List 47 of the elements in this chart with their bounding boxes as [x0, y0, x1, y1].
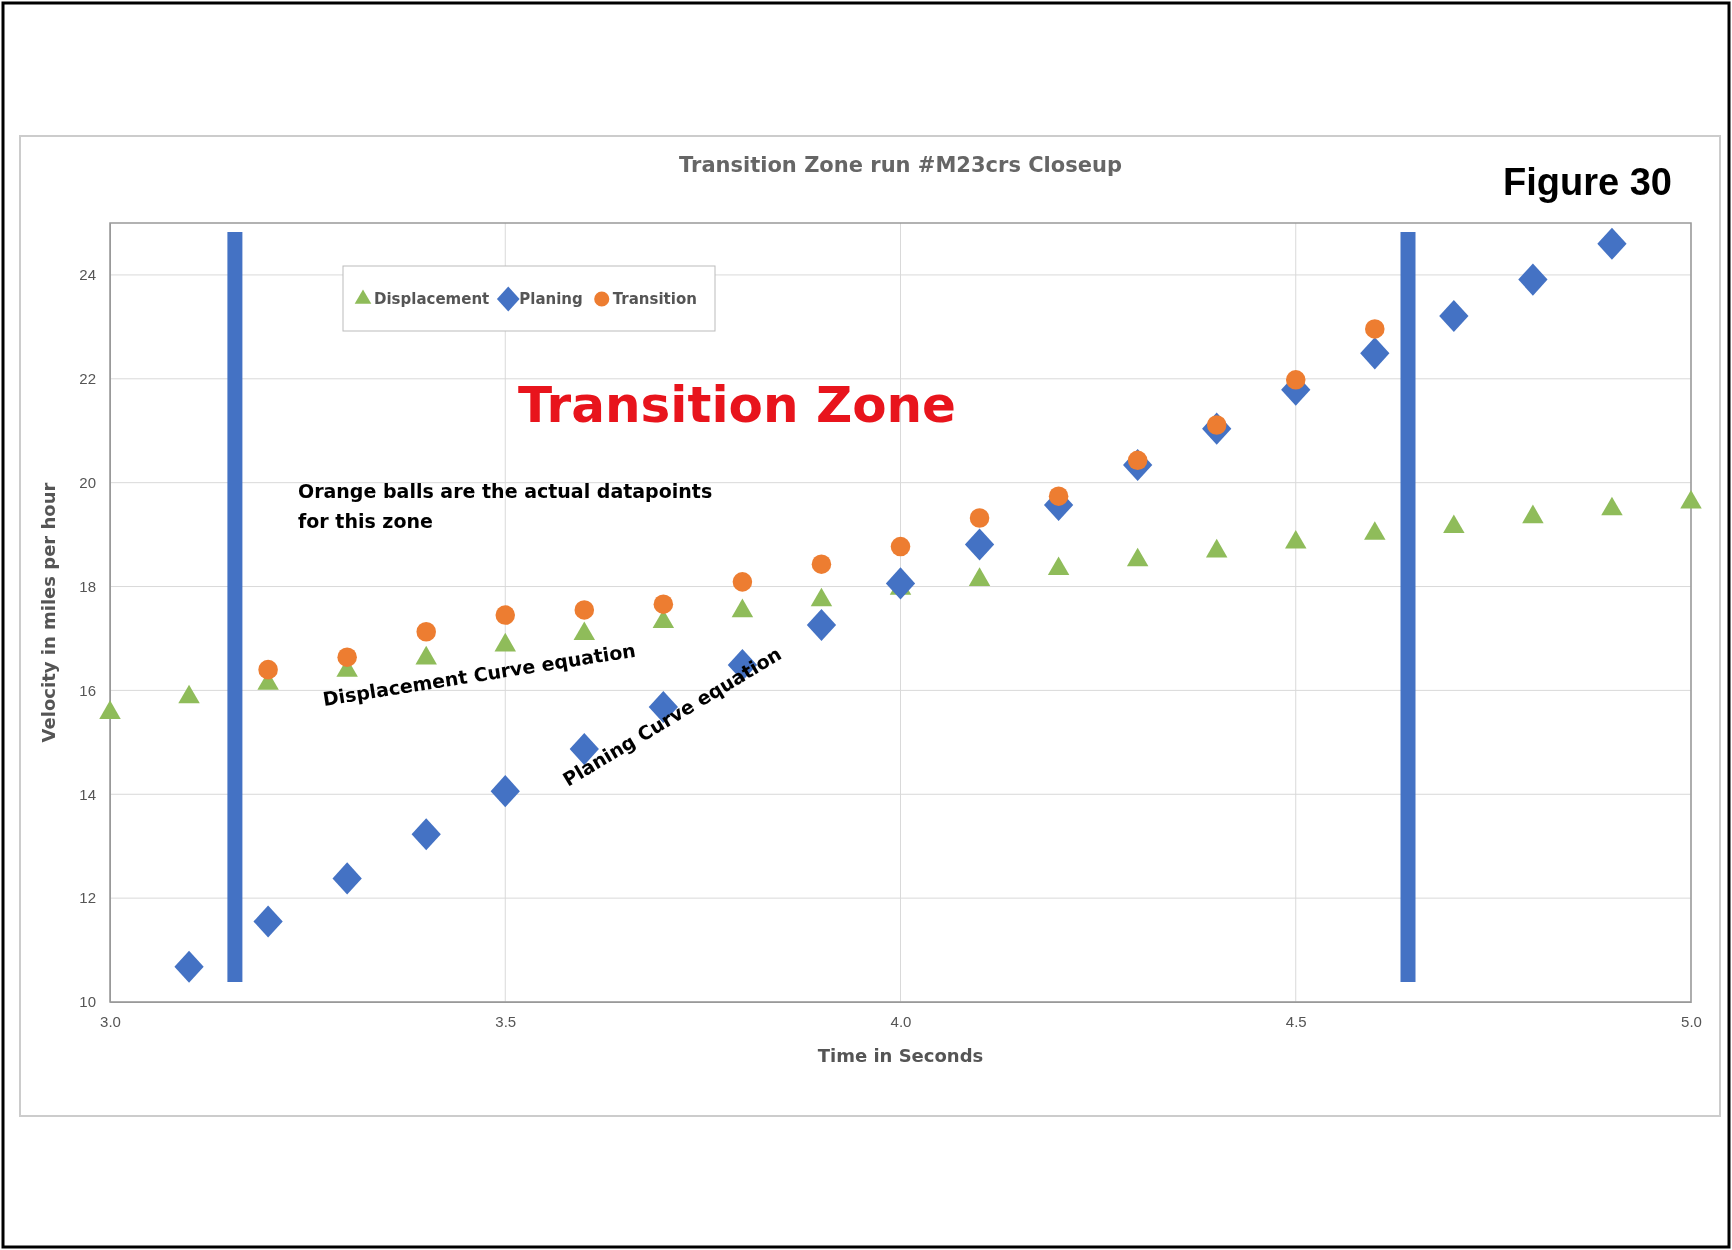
- chart-title: Transition Zone run #M23crs Closeup: [679, 153, 1122, 177]
- y-tick-label: 14: [79, 785, 96, 803]
- point: [885, 567, 916, 600]
- point: [1285, 370, 1306, 390]
- point: [969, 508, 990, 528]
- point: [416, 621, 436, 642]
- y-tick-label: 16: [79, 681, 96, 699]
- x-tick-label: 4.5: [1285, 1012, 1307, 1030]
- point: [253, 905, 283, 938]
- legend-label: Displacement: [374, 290, 490, 308]
- point: [495, 605, 516, 625]
- point: [964, 528, 995, 561]
- annotation: Transition Zone: [517, 376, 957, 434]
- x-tick-label: 3.0: [100, 1012, 121, 1030]
- y-axis-title: Velocity in miles per hour: [38, 482, 59, 743]
- y-tick-label: 24: [79, 266, 96, 284]
- point: [574, 600, 595, 620]
- y-tick-label: 18: [79, 577, 96, 595]
- caption: Figure 30: [1503, 161, 1672, 203]
- point: [732, 572, 753, 592]
- x-tick-label: 3.5: [495, 1012, 517, 1030]
- point: [1048, 486, 1069, 506]
- x-axis-title: Time in Seconds: [817, 1045, 984, 1066]
- point: [411, 818, 441, 851]
- point: [332, 862, 362, 895]
- point: [811, 554, 832, 574]
- point: [890, 536, 911, 557]
- point: [806, 608, 837, 642]
- y-tick-label: 10: [79, 993, 96, 1011]
- point: [1365, 319, 1385, 339]
- point: [1518, 263, 1548, 296]
- point: [1597, 227, 1627, 260]
- point: [337, 647, 357, 667]
- y-tick-label: 20: [79, 473, 96, 491]
- point: [174, 950, 204, 983]
- legend-label: Transition: [612, 290, 697, 308]
- point: [653, 594, 674, 614]
- point: [490, 775, 520, 808]
- legend-label: Planing: [519, 290, 583, 308]
- annotation: Orange balls are the actual datapoints for this zone: [298, 480, 713, 532]
- y-tick-label: 12: [79, 889, 96, 907]
- x-tick-label: 5.0: [1681, 1012, 1702, 1030]
- point: [1360, 337, 1390, 370]
- point: [258, 659, 278, 680]
- y-tick-label: 22: [79, 370, 96, 388]
- x-tick-label: 4.0: [890, 1012, 912, 1030]
- point: [1439, 299, 1469, 333]
